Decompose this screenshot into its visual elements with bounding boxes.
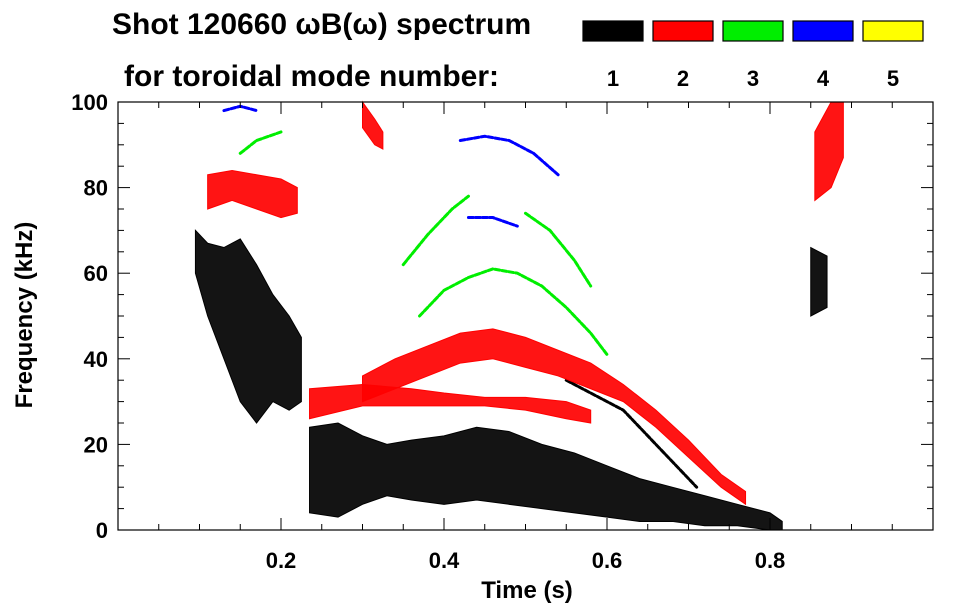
- plot-area: 0.2 0.4 0.6 0.8 0 20 40 60 80 100: [71, 90, 934, 573]
- series-9-mode-3-curve: [418, 267, 609, 357]
- y-axis-label: Frequency (kHz): [11, 222, 38, 409]
- series-4-mode-2-band: [309, 383, 592, 424]
- series-1-mode-1-band: [194, 229, 302, 424]
- series-6-mode-2-band: [207, 169, 298, 219]
- x-tick-label: 0.8: [755, 548, 786, 573]
- series-7-mode-2-band: [362, 100, 384, 150]
- y-tick-label: 20: [84, 432, 108, 457]
- x-axis-label: Time (s): [481, 577, 573, 604]
- series-11-mode-3-curve: [524, 211, 593, 288]
- legend-swatch-mode-3: [722, 20, 784, 42]
- y-tick-label: 80: [84, 176, 108, 201]
- series-10-mode-3-curve: [401, 194, 470, 267]
- x-tick-label: 0.4: [429, 548, 460, 573]
- series-12-mode-3-curve: [238, 130, 283, 155]
- legend-label-mode-4: 4: [817, 66, 830, 91]
- series-5-mode-2-band: [362, 328, 747, 506]
- y-tick-label: 100: [71, 90, 108, 115]
- x-tick-label: 0.2: [266, 548, 297, 573]
- legend-label-mode-5: 5: [887, 66, 899, 91]
- series-3-mode-1-band: [810, 246, 828, 317]
- series-8-mode-2-band: [814, 101, 844, 202]
- data-marks: [194, 100, 844, 531]
- legend-swatch-mode-1: [582, 20, 644, 42]
- legend-swatch-mode-2: [652, 20, 714, 42]
- y-tick-label: 60: [84, 261, 108, 286]
- series-2-mode-1-curve: [564, 378, 699, 489]
- legend-label-mode-2: 2: [677, 66, 689, 91]
- y-tick-label: 40: [84, 347, 108, 372]
- series-13-mode-4-curve: [458, 134, 560, 177]
- legend-label-mode-3: 3: [747, 66, 759, 91]
- chart-title-line2: for toroidal mode number:: [124, 60, 499, 93]
- legend: 1 2 3 4 5: [582, 20, 924, 91]
- axis-ticks: 0.2 0.4 0.6 0.8 0 20 40 60 80 100: [71, 90, 933, 573]
- legend-swatch-mode-5: [862, 20, 924, 42]
- legend-label-mode-1: 1: [607, 66, 619, 91]
- y-tick-label: 0: [96, 518, 108, 543]
- series-14-mode-4-curve: [466, 216, 519, 228]
- x-tick-label: 0.6: [592, 548, 623, 573]
- chart-title-line1: Shot 120660 ωB(ω) spectrum: [112, 8, 531, 41]
- legend-swatch-mode-4: [792, 20, 854, 42]
